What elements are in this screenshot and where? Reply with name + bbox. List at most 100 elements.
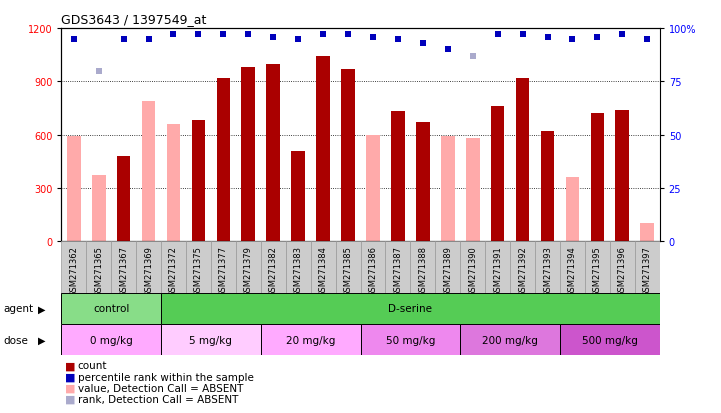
Bar (460, 242, 485, 293)
Bar (161, 324, 261, 355)
Bar (585, 242, 610, 293)
Text: GSM271362: GSM271362 (69, 246, 79, 297)
Bar (610, 242, 634, 293)
Text: GSM271367: GSM271367 (119, 246, 128, 297)
Text: GSM271392: GSM271392 (518, 246, 527, 297)
Text: GSM271397: GSM271397 (642, 246, 652, 297)
Bar (291, 151, 305, 242)
Text: GSM271388: GSM271388 (418, 246, 428, 297)
Text: dose: dose (4, 335, 29, 345)
Text: value, Detection Call = ABSENT: value, Detection Call = ABSENT (78, 383, 243, 393)
Text: GSM271395: GSM271395 (593, 246, 602, 297)
Bar (61, 293, 161, 324)
Bar (167, 125, 180, 242)
Text: ■: ■ (65, 394, 76, 404)
Bar (435, 242, 460, 293)
Text: GSM271383: GSM271383 (293, 246, 303, 297)
Bar (460, 324, 560, 355)
Text: GSM271396: GSM271396 (618, 246, 627, 297)
Bar (266, 64, 280, 242)
Bar (67, 137, 81, 242)
Bar (242, 68, 255, 242)
Text: ■: ■ (65, 361, 76, 370)
Bar (286, 242, 311, 293)
Text: GSM271386: GSM271386 (368, 246, 378, 297)
Bar (236, 242, 261, 293)
Text: 50 mg/kg: 50 mg/kg (386, 335, 435, 345)
Bar (386, 242, 410, 293)
Text: GSM271390: GSM271390 (468, 246, 477, 297)
Bar (560, 324, 660, 355)
Bar (366, 135, 380, 242)
Bar (565, 178, 579, 242)
Text: 20 mg/kg: 20 mg/kg (286, 335, 335, 345)
Bar (186, 242, 211, 293)
Text: agent: agent (4, 304, 34, 314)
Bar (360, 242, 386, 293)
Bar (192, 121, 205, 242)
Bar (136, 242, 161, 293)
Text: GSM271372: GSM271372 (169, 246, 178, 297)
Bar (466, 139, 479, 242)
Text: GSM271375: GSM271375 (194, 246, 203, 297)
Bar (161, 242, 186, 293)
Bar (211, 242, 236, 293)
Text: ■: ■ (65, 383, 76, 393)
Bar (541, 132, 554, 242)
Text: GSM271382: GSM271382 (269, 246, 278, 297)
Bar (634, 242, 660, 293)
Text: GSM271385: GSM271385 (343, 246, 353, 297)
Bar (87, 242, 111, 293)
Text: 5 mg/kg: 5 mg/kg (190, 335, 232, 345)
Text: rank, Detection Call = ABSENT: rank, Detection Call = ABSENT (78, 394, 238, 404)
Bar (117, 157, 131, 242)
Bar (161, 293, 660, 324)
Text: 500 mg/kg: 500 mg/kg (582, 335, 638, 345)
Text: GSM271369: GSM271369 (144, 246, 153, 297)
Bar (516, 78, 529, 242)
Text: GSM271387: GSM271387 (394, 246, 402, 297)
Bar (391, 112, 404, 242)
Bar (410, 242, 435, 293)
Text: GDS3643 / 1397549_at: GDS3643 / 1397549_at (61, 13, 207, 26)
Text: GSM271394: GSM271394 (568, 246, 577, 297)
Text: GSM271393: GSM271393 (543, 246, 552, 297)
Bar (441, 137, 455, 242)
Bar (560, 242, 585, 293)
Bar (416, 123, 430, 242)
Bar (261, 324, 360, 355)
Text: control: control (93, 304, 129, 314)
Bar (485, 242, 510, 293)
Text: percentile rank within the sample: percentile rank within the sample (78, 372, 254, 382)
Bar (640, 224, 654, 242)
Text: ■: ■ (65, 372, 76, 382)
Bar (360, 324, 460, 355)
Bar (616, 110, 629, 242)
Bar (510, 242, 535, 293)
Bar (491, 107, 505, 242)
Bar (311, 242, 335, 293)
Bar (261, 242, 286, 293)
Text: GSM271384: GSM271384 (319, 246, 327, 297)
Text: 0 mg/kg: 0 mg/kg (90, 335, 133, 345)
Text: GSM271391: GSM271391 (493, 246, 502, 297)
Bar (335, 242, 360, 293)
Bar (317, 57, 330, 242)
Bar (341, 70, 355, 242)
Bar (61, 242, 87, 293)
Text: GSM271379: GSM271379 (244, 246, 253, 297)
Bar (535, 242, 560, 293)
Text: 200 mg/kg: 200 mg/kg (482, 335, 538, 345)
Bar (92, 176, 105, 242)
Text: D-serine: D-serine (389, 304, 433, 314)
Bar (61, 324, 161, 355)
Text: ▶: ▶ (38, 304, 45, 314)
Bar (216, 78, 230, 242)
Text: ▶: ▶ (38, 335, 45, 345)
Text: GSM271377: GSM271377 (219, 246, 228, 297)
Text: count: count (78, 361, 107, 370)
Text: GSM271389: GSM271389 (443, 246, 452, 297)
Bar (142, 102, 156, 242)
Text: GSM271365: GSM271365 (94, 246, 103, 297)
Bar (111, 242, 136, 293)
